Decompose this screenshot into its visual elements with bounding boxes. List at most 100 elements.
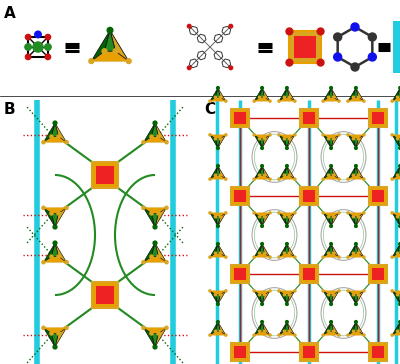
- Circle shape: [65, 141, 68, 144]
- Circle shape: [332, 294, 334, 296]
- Circle shape: [347, 334, 349, 336]
- Polygon shape: [155, 243, 166, 262]
- Polygon shape: [254, 253, 270, 257]
- Polygon shape: [254, 135, 270, 139]
- Circle shape: [294, 212, 296, 214]
- Polygon shape: [392, 322, 400, 335]
- Circle shape: [332, 174, 334, 177]
- Polygon shape: [323, 166, 331, 179]
- Circle shape: [219, 215, 222, 218]
- Bar: [234, 190, 246, 202]
- Circle shape: [322, 134, 324, 136]
- Polygon shape: [218, 166, 226, 179]
- Circle shape: [357, 215, 360, 218]
- Polygon shape: [218, 291, 226, 304]
- Polygon shape: [323, 322, 331, 335]
- Ellipse shape: [252, 132, 297, 182]
- Circle shape: [142, 206, 145, 209]
- Circle shape: [355, 147, 357, 149]
- Circle shape: [286, 242, 288, 245]
- Polygon shape: [44, 257, 66, 262]
- Circle shape: [209, 100, 211, 102]
- Circle shape: [286, 59, 293, 66]
- Polygon shape: [44, 208, 66, 213]
- Polygon shape: [254, 213, 270, 217]
- Polygon shape: [144, 208, 166, 213]
- Bar: [294, 36, 316, 58]
- Circle shape: [286, 321, 288, 323]
- Polygon shape: [260, 166, 264, 175]
- Circle shape: [322, 334, 324, 336]
- Circle shape: [253, 256, 255, 258]
- Polygon shape: [348, 291, 364, 295]
- Polygon shape: [392, 166, 400, 179]
- Circle shape: [261, 242, 263, 245]
- Circle shape: [269, 290, 271, 292]
- Circle shape: [286, 28, 293, 35]
- Polygon shape: [348, 322, 356, 335]
- Circle shape: [261, 225, 263, 228]
- Polygon shape: [262, 213, 270, 226]
- Polygon shape: [356, 291, 364, 304]
- Polygon shape: [210, 213, 226, 217]
- Circle shape: [396, 96, 399, 98]
- Circle shape: [399, 321, 400, 323]
- Polygon shape: [287, 322, 295, 335]
- Circle shape: [332, 96, 334, 98]
- Circle shape: [294, 256, 296, 258]
- Circle shape: [219, 252, 222, 254]
- Circle shape: [217, 242, 219, 245]
- Polygon shape: [210, 253, 226, 257]
- Polygon shape: [52, 123, 58, 136]
- Circle shape: [330, 303, 332, 305]
- Circle shape: [263, 96, 266, 98]
- Polygon shape: [284, 295, 289, 304]
- Circle shape: [253, 178, 255, 180]
- Circle shape: [347, 100, 349, 102]
- Circle shape: [165, 326, 168, 329]
- Polygon shape: [348, 291, 356, 304]
- Polygon shape: [356, 213, 364, 226]
- Circle shape: [355, 87, 357, 89]
- Polygon shape: [284, 139, 289, 148]
- Polygon shape: [260, 139, 264, 148]
- Polygon shape: [331, 166, 339, 179]
- Bar: [234, 112, 246, 124]
- Polygon shape: [254, 88, 262, 101]
- Circle shape: [258, 294, 261, 296]
- Polygon shape: [144, 136, 166, 142]
- Circle shape: [65, 206, 68, 209]
- Circle shape: [45, 54, 50, 60]
- Bar: [92, 162, 118, 188]
- Polygon shape: [262, 244, 270, 257]
- Circle shape: [322, 256, 324, 258]
- Circle shape: [278, 212, 280, 214]
- Circle shape: [50, 135, 53, 138]
- Circle shape: [35, 31, 41, 37]
- Bar: [92, 282, 118, 308]
- Polygon shape: [144, 123, 155, 142]
- Circle shape: [391, 134, 393, 136]
- Polygon shape: [398, 295, 400, 304]
- Polygon shape: [210, 291, 226, 295]
- Polygon shape: [44, 208, 55, 227]
- Polygon shape: [354, 88, 358, 97]
- Polygon shape: [331, 88, 339, 101]
- Circle shape: [278, 100, 280, 102]
- Circle shape: [269, 212, 271, 214]
- Circle shape: [338, 178, 340, 180]
- Polygon shape: [392, 135, 400, 148]
- Polygon shape: [331, 322, 339, 335]
- Circle shape: [357, 96, 360, 98]
- Circle shape: [338, 100, 340, 102]
- Polygon shape: [287, 88, 295, 101]
- Circle shape: [363, 290, 365, 292]
- Circle shape: [283, 294, 286, 296]
- Circle shape: [363, 134, 365, 136]
- Circle shape: [278, 256, 280, 258]
- Polygon shape: [348, 213, 364, 217]
- Circle shape: [107, 27, 113, 33]
- Circle shape: [294, 100, 296, 102]
- Circle shape: [286, 165, 288, 167]
- Ellipse shape: [321, 132, 366, 182]
